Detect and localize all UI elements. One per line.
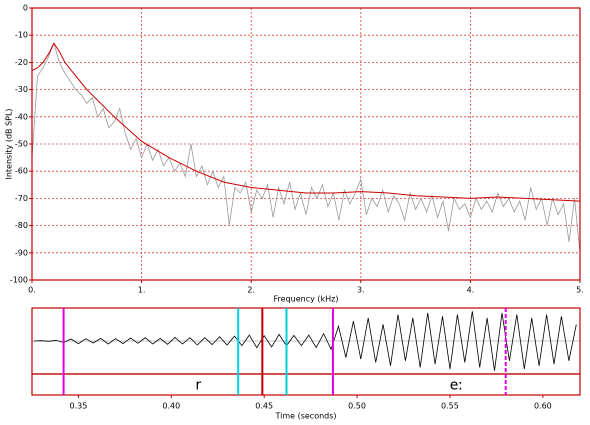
x-tick-label: 0.50	[348, 402, 366, 411]
y-tick-label: -30	[15, 85, 28, 94]
y-tick-label: -10	[15, 31, 28, 40]
x-tick-label: 0.55	[441, 402, 459, 411]
x-tick-label: 0.	[28, 286, 36, 295]
plot-frame	[31, 7, 581, 281]
x-axis-label: Time (seconds)	[274, 412, 336, 421]
y-tick-label: -20	[15, 58, 28, 67]
x-tick-label: 3.	[357, 286, 365, 295]
x-tick-label: 5.	[576, 286, 584, 295]
x-tick-label: 0.35	[70, 402, 88, 411]
segment-label: r	[195, 378, 201, 394]
y-tick-label: -40	[15, 112, 28, 121]
x-tick-label: 1.	[138, 286, 146, 295]
x-tick-label: 4.	[467, 286, 475, 295]
x-axis-label: Frequency (kHz)	[274, 295, 339, 304]
y-tick-label: -50	[15, 140, 28, 149]
x-tick-label: 0.60	[534, 402, 552, 411]
y-tick-label: -90	[15, 248, 28, 257]
tier-frame	[31, 373, 581, 396]
y-tick-label: -80	[15, 221, 28, 230]
y-tick-label: 0	[23, 4, 28, 13]
y-axis-label: Intensity (dB SPL)	[5, 108, 14, 179]
y-tick-label: -100	[10, 276, 28, 285]
x-tick-label: 0.45	[255, 402, 273, 411]
y-tick-label: -60	[15, 167, 28, 176]
x-tick-label: 0.40	[162, 402, 180, 411]
spectrum-line	[31, 42, 581, 202]
segment-label: eː	[450, 378, 463, 394]
waveform	[33, 311, 577, 371]
y-tick-label: -70	[15, 194, 28, 203]
x-tick-label: 2.	[247, 286, 255, 295]
